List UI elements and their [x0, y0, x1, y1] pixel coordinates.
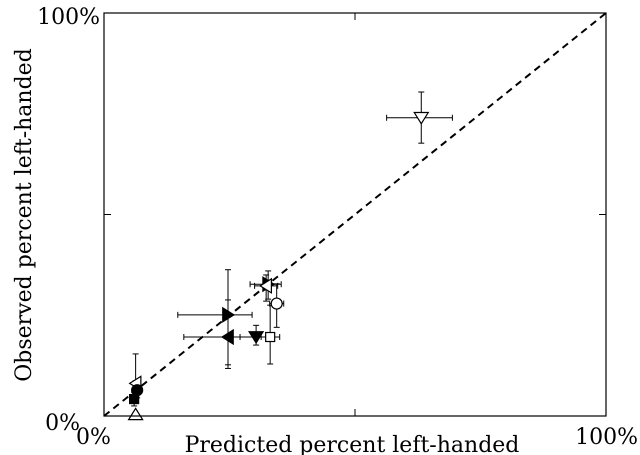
x-error-bar-4 [177, 311, 253, 318]
marker-layer [127, 111, 430, 421]
error-bar-layer [131, 91, 453, 407]
data-point-3-circle [270, 297, 283, 310]
data-point-11-triangle-up [127, 407, 144, 421]
y-tick-label-100: 100% [37, 5, 100, 30]
data-point-6-triangle-down [248, 331, 265, 345]
y-tick-label-0: 0% [45, 411, 80, 436]
y-axis-label: Observed percent left-handed [12, 48, 37, 382]
reference-line [103, 12, 607, 417]
data-point-2-triangle-left [259, 277, 272, 294]
axes-frame-layer [103, 12, 607, 417]
data-point-10-square [129, 393, 140, 405]
data-point-0-triangle-down [413, 111, 430, 125]
data-point-7-square [265, 331, 276, 343]
data-point-5-triangle-left [220, 328, 234, 346]
data-point-4-triangle-right [222, 306, 236, 323]
x-axis-label: Predicted percent left-handed [185, 433, 520, 455]
x-tick-label-100: 100% [575, 425, 638, 450]
reference-line-layer [103, 12, 607, 417]
x-tick-label-0: 0% [76, 425, 111, 450]
